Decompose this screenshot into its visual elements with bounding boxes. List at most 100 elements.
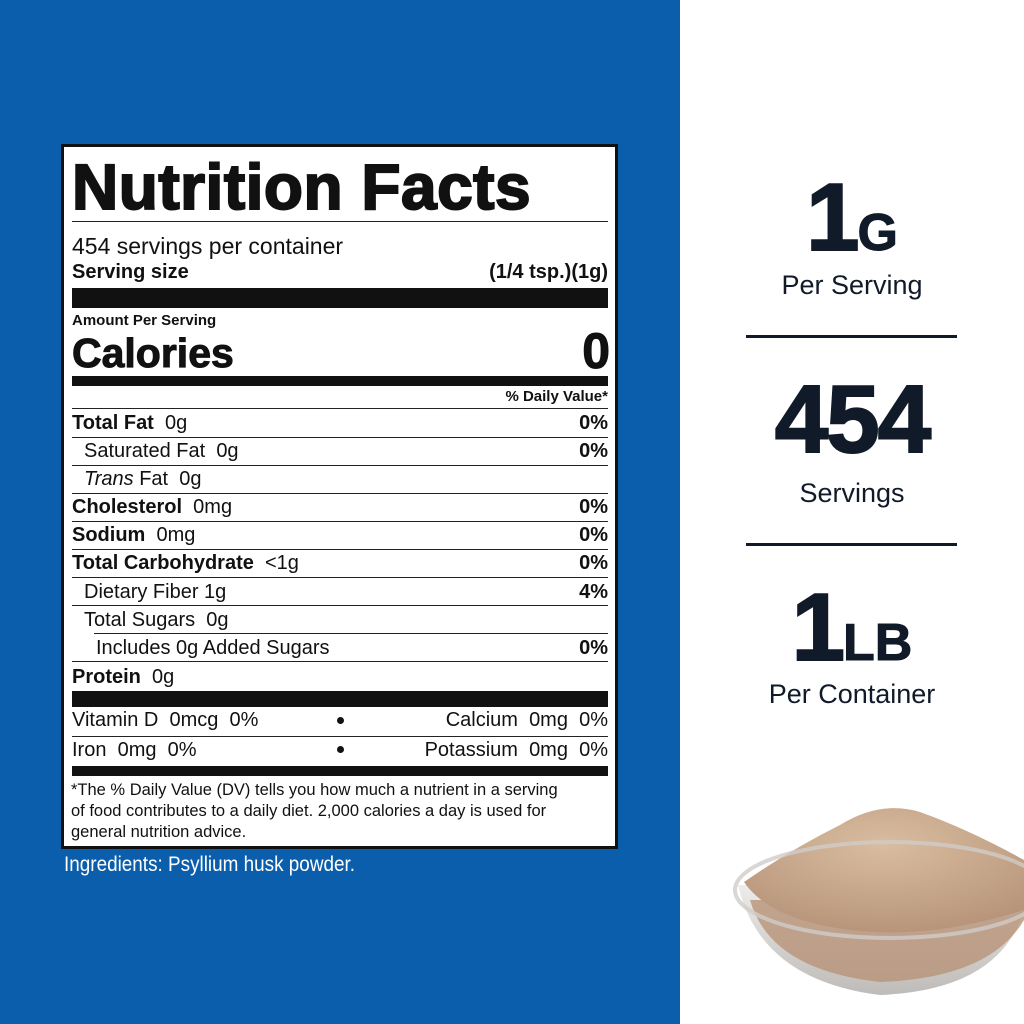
nutrient-amount: 0g xyxy=(179,467,202,490)
bullet xyxy=(337,746,344,753)
nutrient-row: Total Sugars 0g xyxy=(84,607,608,633)
ingredients: Ingredients: Psyllium husk powder. xyxy=(64,853,355,876)
highlight-number: 1 xyxy=(791,574,846,681)
footnote-line: of food contributes to a daily diet. 2,0… xyxy=(71,802,547,820)
bowl-rim xyxy=(733,840,1024,940)
micro-name: Vitamin D xyxy=(72,709,159,731)
footnote-line: *The % Daily Value (DV) tells you how mu… xyxy=(71,781,558,799)
nutrient: Total Carbohydrate <1g xyxy=(72,552,299,575)
nutrient-name: Total Fat xyxy=(72,411,154,434)
footnote: *The % Daily Value (DV) tells you how mu… xyxy=(71,780,558,843)
serving-size: (1/4 tsp.)(1g) xyxy=(489,261,608,283)
nutrient-row: Dietary Fiber 1g 4% xyxy=(84,579,608,605)
calories-label: Calories xyxy=(72,330,235,377)
nutrient-row: Sodium 0mg 0% xyxy=(72,522,608,548)
rule xyxy=(72,549,608,550)
nutrient-name: Protein xyxy=(72,665,141,688)
nutrient-dv: 4% xyxy=(579,580,608,603)
separator xyxy=(746,543,957,546)
micronutrient: Calcium 0mg 0% xyxy=(446,709,608,732)
powder-bowl xyxy=(733,808,1024,995)
rule xyxy=(72,221,608,222)
rule xyxy=(72,521,608,522)
nutrient-name: Saturated Fat xyxy=(84,439,206,462)
highlight-unit: LB xyxy=(843,614,913,673)
rule xyxy=(72,661,608,662)
calories: 0 xyxy=(582,323,611,380)
footnote-line: general nutrition advice. xyxy=(71,823,247,841)
micro-dv: 0% xyxy=(167,739,197,761)
servings: 454 servings per container xyxy=(72,233,344,259)
nutrient-row: Saturated Fat 0g 0% xyxy=(84,438,608,464)
powder-mound xyxy=(744,808,1024,933)
nutrient-name: Fat xyxy=(139,467,169,490)
micro-amount: 0mcg xyxy=(169,709,219,731)
nutrient-row: Total Fat 0g 0% xyxy=(72,410,608,436)
rule xyxy=(72,736,608,737)
micro-dv: 0% xyxy=(579,709,608,731)
label-title: Nutrition Facts xyxy=(71,150,532,224)
nutrient-dv: 0% xyxy=(579,411,608,434)
highlight-unit: G xyxy=(857,204,898,263)
dv-header: % Daily Value* xyxy=(505,388,608,405)
nutrient: Dietary Fiber 1g xyxy=(84,581,226,604)
highlight-caption: Per Container xyxy=(768,679,936,709)
nutrient-name-italic: Trans xyxy=(84,467,134,490)
bullet xyxy=(337,717,344,724)
nutrient: Cholesterol 0mg xyxy=(72,496,232,519)
micronutrient: Potassium 0mg 0% xyxy=(425,739,608,762)
nutrient-amount: 0g xyxy=(152,665,175,688)
nutrient-row: Trans Fat 0g xyxy=(84,466,608,492)
nutrient-amount: 1g xyxy=(204,580,227,603)
separator xyxy=(746,335,957,338)
nutrient: Saturated Fat 0g xyxy=(84,440,239,463)
highlight-caption: Servings xyxy=(799,478,905,508)
nutrient-dv: 0% xyxy=(579,636,608,659)
nutrient-name: Sodium xyxy=(72,523,146,546)
serving-size-label: Serving size xyxy=(72,261,189,283)
highlight: 454 xyxy=(730,371,974,469)
highlight-number: 454 xyxy=(774,366,932,473)
rule xyxy=(94,633,608,634)
nutrient-dv: 0% xyxy=(579,439,608,462)
micro-dv: 0% xyxy=(229,709,259,731)
nutrient-amount: 0mg xyxy=(156,523,196,546)
nutrient-amount: 0g xyxy=(206,608,229,631)
nutrient-amount: 0mg xyxy=(193,495,233,518)
rule xyxy=(72,577,608,578)
micro-dv: 0% xyxy=(579,739,608,761)
nutrient-dv: 0% xyxy=(579,523,608,546)
micro-name: Iron xyxy=(72,739,107,761)
micro-amount: 0mg xyxy=(117,739,157,761)
highlight-number: 1 xyxy=(805,164,860,271)
medium-rule xyxy=(72,766,608,776)
nutrient-amount: 0g xyxy=(164,411,188,434)
amount-per-serving: Amount Per Serving xyxy=(72,312,217,329)
highlight: 1LB xyxy=(730,579,974,677)
nutrient-dv: 0% xyxy=(579,495,608,518)
nutrient-name: Cholesterol xyxy=(72,495,183,518)
nutrient-row: Cholesterol 0mg 0% xyxy=(72,494,608,520)
micro-name: Potassium xyxy=(424,739,518,761)
micronutrient: Iron 0mg 0% xyxy=(72,739,197,762)
nutrient: Total Fat 0g xyxy=(72,412,187,435)
medium-rule xyxy=(72,376,608,386)
nutrient-row: Protein 0g xyxy=(72,664,608,690)
nutrient: Trans Fat 0g xyxy=(84,468,201,491)
nutrient-name: Total Sugars xyxy=(84,608,196,631)
nutrient: Sodium 0mg xyxy=(72,524,195,547)
rule xyxy=(72,408,608,409)
thick-rule xyxy=(72,691,608,707)
rule xyxy=(72,605,608,606)
highlight: 1G xyxy=(730,169,974,267)
thick-rule xyxy=(72,288,608,308)
nutrient-name: Total Carbohydrate xyxy=(72,551,254,574)
micro-name: Calcium xyxy=(445,709,518,731)
micro-amount: 0mg xyxy=(529,709,568,731)
micronutrient: Vitamin D 0mcg 0% xyxy=(72,709,258,732)
nutrient-row: Total Carbohydrate <1g 0% xyxy=(72,550,608,576)
nutrient-name: Dietary Fiber xyxy=(84,580,199,603)
nutrient: Protein 0g xyxy=(72,666,174,689)
nutrient-name: Includes 0g Added Sugars xyxy=(96,636,330,659)
